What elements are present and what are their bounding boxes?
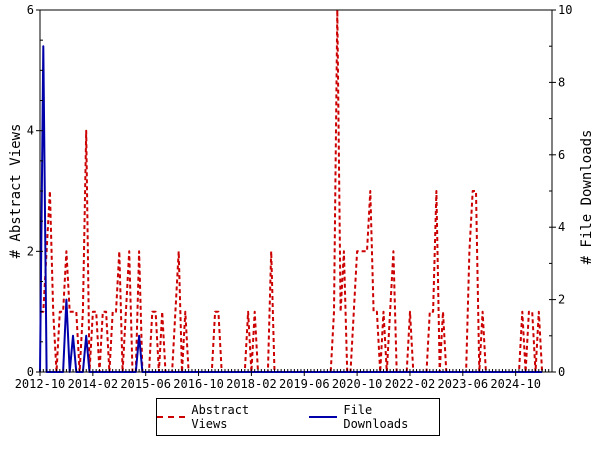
plot-area	[39, 9, 553, 373]
x-tick-label: 2016-10	[173, 377, 224, 391]
y-right-tick-label: 6	[558, 148, 565, 162]
legend-item-file-downloads: File Downloads	[309, 403, 439, 431]
y-left-tick-label: 2	[27, 244, 34, 258]
x-tick-label: 2023-06	[438, 377, 489, 391]
y-right-tick-label: 4	[558, 220, 565, 234]
y-right-tick-label: 2	[558, 293, 565, 307]
legend-swatch-abstract-views	[157, 416, 186, 418]
legend-label-abstract-views: Abstract Views	[191, 403, 250, 431]
x-tick-label: 2018-02	[226, 377, 277, 391]
y-axis-left-title: # Abstract Views	[8, 124, 24, 259]
x-tick-label: 2024-10	[490, 377, 541, 391]
legend-item-abstract-views: Abstract Views	[157, 403, 287, 431]
x-axis-ticks: 2012-10 2014-02 2015-06 2016-10 2018-02 2019-…	[15, 369, 553, 391]
y-left-tick-label: 6	[27, 3, 34, 17]
y-right-tick-label: 8	[558, 75, 565, 89]
y-left-tick-label: 0	[27, 365, 34, 379]
x-tick-label: 2022-02	[385, 377, 436, 391]
x-tick-label: 2012-10	[15, 377, 66, 391]
legend-label-file-downloads: File Downloads	[343, 403, 409, 431]
y-right-tick-label: 10	[558, 3, 572, 17]
legend: Abstract Views File Downloads	[156, 398, 440, 436]
x-tick-label: 2015-06	[120, 377, 171, 391]
y-axis-left-ticks: 0 2 4 6	[27, 3, 43, 379]
x-tick-label: 2020-10	[332, 377, 383, 391]
y-right-tick-label: 0	[558, 365, 565, 379]
y-axis-right-title: # File Downloads	[579, 130, 595, 265]
x-tick-label: 2014-02	[68, 377, 119, 391]
y-axis-right-ticks: 0 2 4 6 8 10	[549, 3, 572, 379]
y-left-tick-label: 4	[27, 124, 34, 138]
x-tick-label: 2019-06	[279, 377, 330, 391]
legend-swatch-file-downloads	[309, 416, 338, 418]
